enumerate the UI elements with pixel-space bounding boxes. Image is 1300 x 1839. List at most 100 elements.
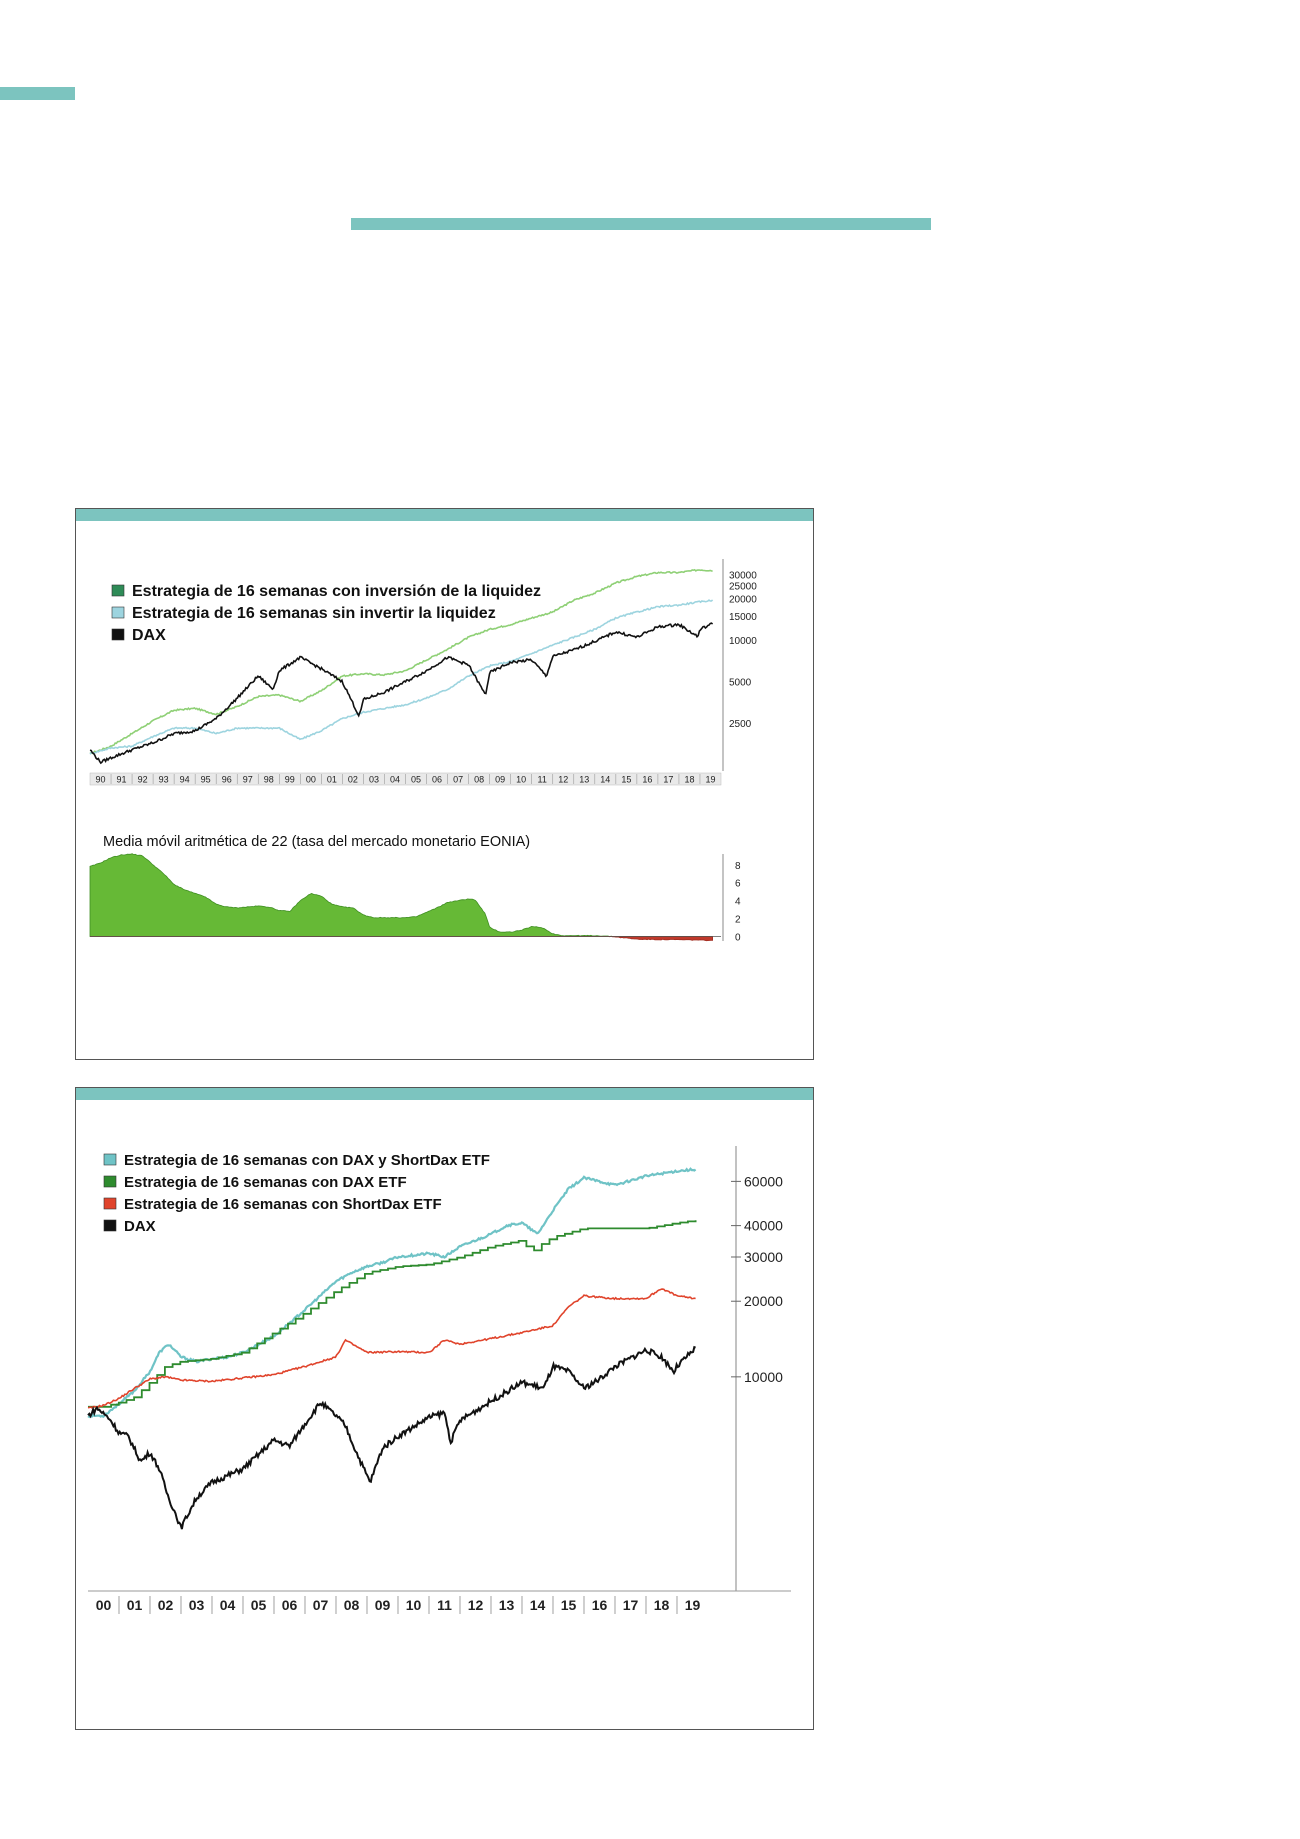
panel-2-header-strip bbox=[76, 1088, 813, 1100]
chart-1-x-tick-12: 12 bbox=[558, 775, 568, 785]
chart-1-x-tick-14: 14 bbox=[600, 775, 610, 785]
chart-1-y-tick-5000: 5000 bbox=[729, 678, 752, 689]
chart-1-x-tick-05: 05 bbox=[411, 775, 421, 785]
chart-3-series-line-4 bbox=[87, 1345, 696, 1530]
chart-3-x-tick-06: 06 bbox=[282, 1597, 298, 1613]
panel-1-header-strip bbox=[76, 509, 813, 521]
legend-label-5: Estrategia de 16 semanas con DAX ETF bbox=[124, 1174, 407, 1191]
legend-swatch-3 bbox=[111, 628, 125, 641]
chart-2-y-tick-0: 0 bbox=[735, 933, 741, 944]
chart-2-negative-area bbox=[90, 936, 713, 942]
chart-2-y-tick-4: 4 bbox=[735, 897, 741, 908]
legend-label-3: DAX bbox=[132, 627, 166, 644]
chart-panel-2: Estrategia de 16 semanas con DAX y Short… bbox=[75, 1087, 814, 1730]
chart-3-x-tick-15: 15 bbox=[561, 1597, 577, 1613]
chart-1-x-ticks: 90 91 92 93 94 95 96 97 98 99 00 01 02 03 04 05 06 07 08 09… bbox=[89, 772, 722, 786]
chart-1-x-tick-13: 13 bbox=[579, 775, 589, 785]
legend-swatch-2 bbox=[111, 606, 125, 619]
header-accent-bar bbox=[351, 218, 931, 230]
chart-1-x-tick-06: 06 bbox=[432, 775, 442, 785]
chart-1-x-tick-95: 95 bbox=[201, 775, 211, 785]
legend-label-1: Estrategia de 16 semanas con inversión d… bbox=[132, 583, 541, 600]
legend-swatch-5 bbox=[103, 1175, 117, 1188]
chart-1-y-tick-20000: 20000 bbox=[729, 595, 757, 606]
chart-1-x-tick-91: 91 bbox=[117, 775, 127, 785]
chart-3-y-tick-20000: 20000 bbox=[744, 1293, 783, 1309]
chart-3-x-tick-02: 02 bbox=[158, 1597, 174, 1613]
chart-3-y-tick-30000: 30000 bbox=[744, 1249, 783, 1265]
chart-1-x-tick-04: 04 bbox=[390, 775, 400, 785]
chart-2-y-tick-8: 8 bbox=[735, 861, 741, 872]
chart-1-x-tick-99: 99 bbox=[285, 775, 295, 785]
chart-1-x-tick-94: 94 bbox=[180, 775, 190, 785]
chart-1-series bbox=[89, 559, 724, 771]
chart-1-x-tick-92: 92 bbox=[138, 775, 148, 785]
chart-3-x-ticks: 00 01 02 03 04 05 06 07 08 09 10 11 12 13 14 15 16 17 18 19 bbox=[88, 1590, 791, 1614]
legend-label-2: Estrategia de 16 semanas sin invertir la… bbox=[132, 605, 496, 622]
chart-1-x-tick-00: 00 bbox=[306, 775, 316, 785]
chart-3-series-line-2 bbox=[88, 1220, 697, 1408]
chart-3-x-tick-19: 19 bbox=[685, 1597, 701, 1613]
chart-1-y-tick-25000: 25000 bbox=[729, 581, 757, 592]
chart-1-series-line-3 bbox=[89, 622, 714, 765]
chart-3-x-tick-03: 03 bbox=[189, 1597, 205, 1613]
chart-2-y-ticks: 8 6 4 2 0 bbox=[735, 861, 741, 944]
chart-1-x-tick-03: 03 bbox=[369, 775, 379, 785]
chart-2-title: Media móvil aritmética de 22 (tasa del m… bbox=[103, 834, 530, 850]
chart-1-x-tick-98: 98 bbox=[264, 775, 274, 785]
chart-1-x-tick-09: 09 bbox=[495, 775, 505, 785]
chart-1-x-tick-10: 10 bbox=[516, 775, 526, 785]
chart-1-series-line-2 bbox=[89, 599, 714, 755]
chart-1-y-tick-30000: 30000 bbox=[729, 570, 757, 581]
chart-1-x-tick-93: 93 bbox=[159, 775, 169, 785]
chart-3-x-tick-05: 05 bbox=[251, 1597, 267, 1613]
legend-label-6: Estrategia de 16 semanas con ShortDax ET… bbox=[124, 1196, 442, 1213]
chart-3-x-tick-11: 11 bbox=[437, 1597, 452, 1613]
chart-1-legend: Estrategia de 16 semanas con inversión d… bbox=[111, 583, 541, 644]
chart-3-svg: Estrategia de 16 semanas con DAX y Short… bbox=[87, 1146, 791, 1614]
chart-3-x-tick-18: 18 bbox=[654, 1597, 670, 1613]
chart-3-y-tick-40000: 40000 bbox=[744, 1218, 783, 1234]
chart-1-x-tick-97: 97 bbox=[243, 775, 253, 785]
chart-1-x-tick-11: 11 bbox=[538, 775, 547, 785]
chart-3-x-tick-01: 01 bbox=[127, 1597, 143, 1613]
chart-1-x-tick-90: 90 bbox=[96, 775, 106, 785]
chart-1-x-tick-07: 07 bbox=[453, 775, 463, 785]
corner-accent-bar bbox=[0, 87, 75, 100]
chart-2-y-tick-6: 6 bbox=[735, 879, 741, 890]
chart-3-x-tick-13: 13 bbox=[499, 1597, 515, 1613]
chart-3-x-tick-07: 07 bbox=[313, 1597, 329, 1613]
chart-1-series-line-1 bbox=[89, 568, 713, 755]
chart-3-x-tick-09: 09 bbox=[375, 1597, 391, 1613]
legend-swatch-6 bbox=[103, 1197, 117, 1210]
chart-1-y-tick-15000: 15000 bbox=[729, 612, 757, 623]
chart-1-x-tick-15: 15 bbox=[621, 775, 631, 785]
chart-1-svg: Estrategia de 16 semanas con inversión d… bbox=[89, 559, 757, 944]
legend-swatch-1 bbox=[111, 584, 125, 597]
chart-3-x-tick-04: 04 bbox=[220, 1597, 236, 1613]
chart-3-series bbox=[87, 1146, 737, 1591]
legend-label-7: DAX bbox=[124, 1218, 156, 1235]
chart-3-legend: Estrategia de 16 semanas con DAX y Short… bbox=[103, 1152, 490, 1235]
chart-1-x-tick-17: 17 bbox=[663, 775, 673, 785]
chart-3-x-tick-08: 08 bbox=[344, 1597, 360, 1613]
chart-panel-1: Estrategia de 16 semanas con inversión d… bbox=[75, 508, 814, 1060]
chart-2-positive-area bbox=[89, 853, 713, 937]
chart-3-x-tick-12: 12 bbox=[468, 1597, 484, 1613]
chart-3-y-ticks: 60000 40000 30000 20000 10000 bbox=[731, 1173, 783, 1385]
chart-1-x-tick-01: 01 bbox=[327, 775, 337, 785]
chart-1-x-tick-18: 18 bbox=[684, 775, 694, 785]
chart-2-y-tick-2: 2 bbox=[735, 915, 741, 926]
legend-swatch-7 bbox=[103, 1219, 117, 1232]
chart-3-series-line-3 bbox=[87, 1288, 696, 1409]
chart-1-x-tick-02: 02 bbox=[348, 775, 358, 785]
chart-1-y-tick-10000: 10000 bbox=[729, 636, 757, 647]
chart-3-x-tick-10: 10 bbox=[406, 1597, 422, 1613]
chart-1-x-tick-96: 96 bbox=[222, 775, 232, 785]
chart-3-x-tick-16: 16 bbox=[592, 1597, 608, 1613]
chart-3-x-tick-00: 00 bbox=[96, 1597, 112, 1613]
chart-3-y-tick-10000: 10000 bbox=[744, 1369, 783, 1385]
legend-swatch-4 bbox=[103, 1153, 117, 1166]
chart-3-y-tick-60000: 60000 bbox=[744, 1173, 783, 1189]
